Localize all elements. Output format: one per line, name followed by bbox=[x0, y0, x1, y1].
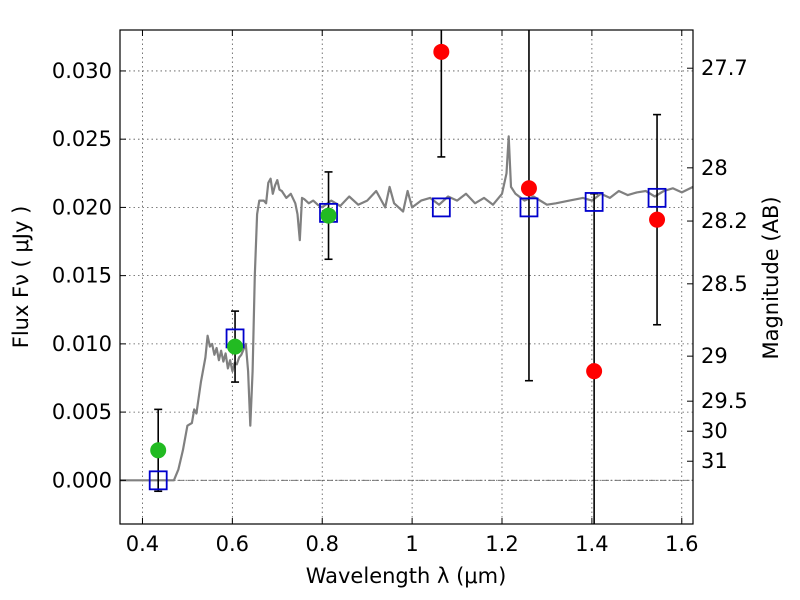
observed-flux-point bbox=[649, 211, 666, 228]
x-tick-label: 0.6 bbox=[216, 532, 249, 556]
y-tick-label: 0.015 bbox=[52, 264, 112, 288]
y-tick-label: 0.010 bbox=[52, 332, 112, 356]
y2-tick-label: 29.5 bbox=[701, 389, 748, 413]
model-square-marker bbox=[431, 197, 451, 218]
plot-frame bbox=[119, 29, 694, 525]
x-tick-label: 1 bbox=[405, 532, 418, 556]
plot-area bbox=[120, 30, 693, 524]
x-tick-label: 0.8 bbox=[306, 532, 339, 556]
model-square-marker bbox=[148, 470, 168, 491]
y2-tick-label: 28.5 bbox=[701, 272, 748, 296]
observed-flux-point bbox=[586, 363, 603, 380]
y-tick-label: 0.005 bbox=[52, 400, 112, 424]
y2-tick-label: 30 bbox=[701, 419, 728, 443]
x-tick-label: 1.2 bbox=[485, 532, 518, 556]
observed-flux-point bbox=[227, 338, 244, 355]
y2-tick-label: 28 bbox=[701, 156, 728, 180]
model-square-marker bbox=[647, 187, 667, 208]
x-tick-label: 0.4 bbox=[126, 532, 159, 556]
x-tick-label: 1.6 bbox=[665, 532, 698, 556]
y2-tick-label: 29 bbox=[701, 344, 728, 368]
y2-tick-label: 27.7 bbox=[701, 56, 748, 80]
x-tick-label: 1.4 bbox=[575, 532, 608, 556]
y-tick-label: 0.025 bbox=[52, 127, 112, 151]
observed-flux-point bbox=[150, 442, 167, 459]
model-spectrum-line bbox=[120, 135, 693, 482]
model-square-marker bbox=[519, 197, 539, 218]
y2-tick-label: 31 bbox=[701, 449, 728, 473]
x-axis-title: Wavelength λ (μm) bbox=[306, 564, 507, 588]
y-tick-label: 0.000 bbox=[52, 468, 112, 492]
observed-flux-point bbox=[433, 43, 450, 60]
observed-flux-point bbox=[520, 180, 537, 197]
y-tick-label: 0.020 bbox=[52, 195, 112, 219]
axis-ticks: 0.4 0.6 0.8 1 1.2 1.4 1.6 0.000 0.005 0.010 0.015 0… bbox=[52, 30, 748, 556]
y2-axis-title: Magnitude (AB) bbox=[759, 196, 783, 359]
y-tick-label: 0.030 bbox=[52, 59, 112, 83]
y-axis-title: Flux Fν ( μJy ) bbox=[9, 206, 33, 349]
y2-tick-label: 28.2 bbox=[701, 209, 748, 233]
model-square-marker bbox=[584, 192, 604, 212]
observed-flux-point bbox=[320, 207, 337, 224]
